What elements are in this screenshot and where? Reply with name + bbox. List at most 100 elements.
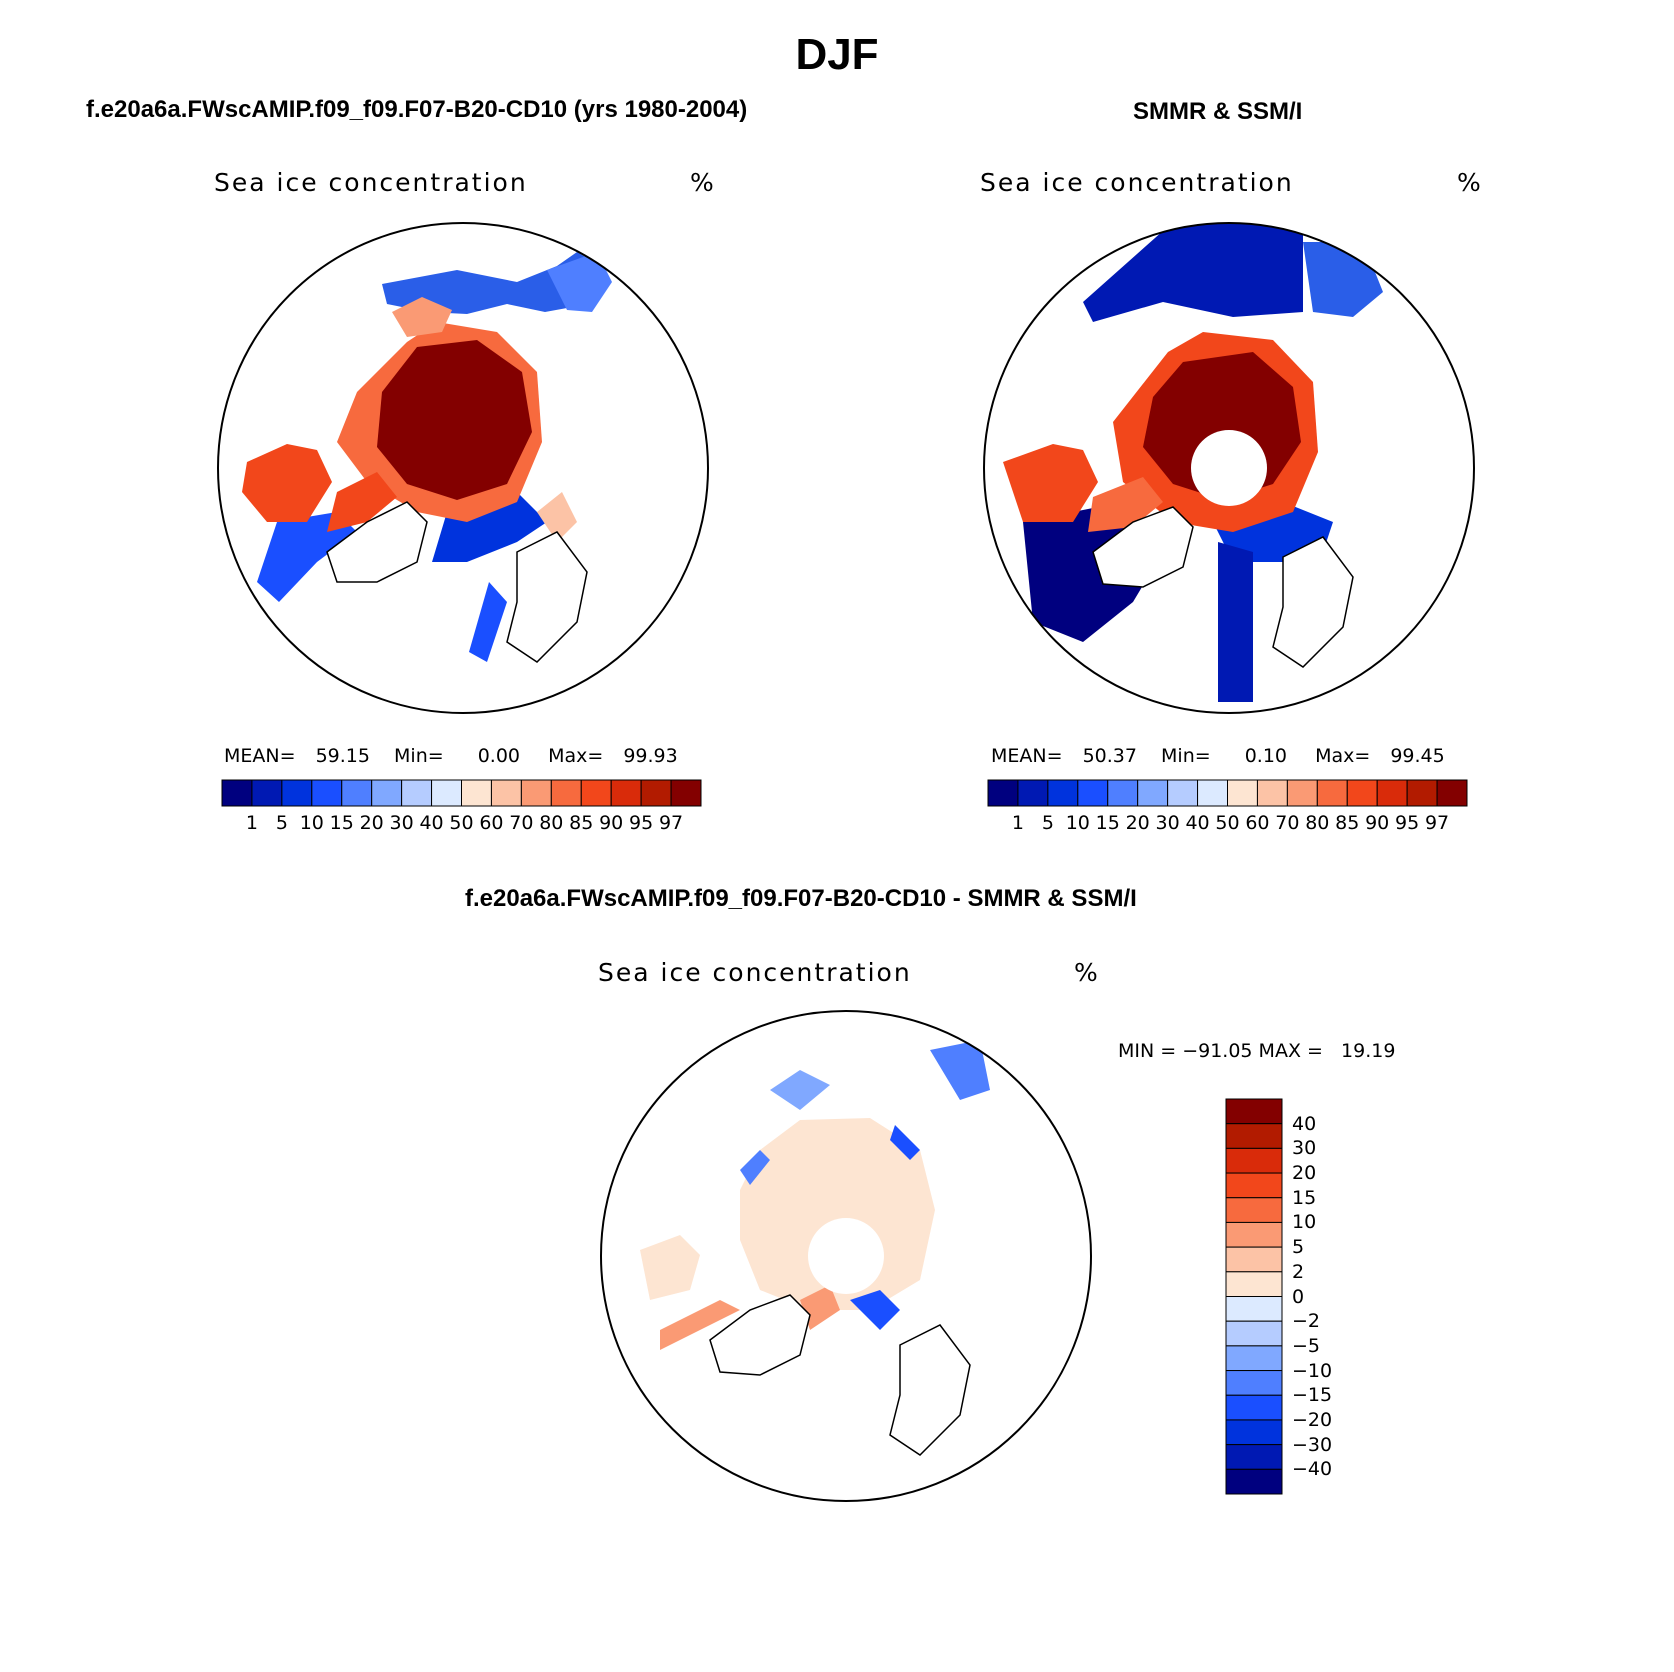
colorbar-swatch	[490, 779, 522, 807]
colorbar-swatch	[1436, 779, 1468, 807]
colorbar-tick-label: 10	[1065, 812, 1090, 834]
min-value: 0.10	[1244, 745, 1288, 767]
colorbar-swatch	[640, 779, 672, 807]
colorbar-swatch	[1286, 779, 1318, 807]
colorbar-labels-model: 1 5 10 15 20 30 40 50 60 70 80 85 90 95 97	[222, 812, 701, 836]
colorbar-tick-label: 10	[299, 812, 324, 834]
colorbar-tick-label: 2	[1292, 1260, 1305, 1283]
colorbar-swatch	[341, 779, 373, 807]
colorbar-swatch	[1225, 1147, 1283, 1174]
max-value: 99.45	[1390, 745, 1445, 767]
colorbar-tick-label: 40	[1185, 812, 1210, 834]
stats-model: MEAN= 59.15 Min= 0.00 Max= 99.93	[224, 745, 678, 767]
colorbar-tick-label: −10	[1292, 1359, 1333, 1382]
colorbar-tick-label: 5	[1292, 1236, 1305, 1259]
colorbar-swatch	[1225, 1246, 1283, 1273]
colorbar-tick-label: 97	[1424, 812, 1450, 834]
colorbar-tick-label: 50	[1215, 812, 1240, 834]
colorbar-swatch	[987, 779, 1019, 807]
colorbar-tick-label: 0	[1292, 1285, 1305, 1308]
colorbar-tick-label: −40	[1292, 1458, 1333, 1481]
colorbar-swatch	[1225, 1172, 1283, 1199]
polar-map-obs	[983, 222, 1475, 714]
colorbar-swatch	[1406, 779, 1438, 807]
variable-label-model: Sea ice concentration	[214, 168, 528, 197]
colorbar-tick-label: 30	[1292, 1137, 1317, 1160]
colorbar-obs	[987, 779, 1468, 807]
colorbar-swatch	[1225, 1444, 1283, 1470]
colorbar-tick-label: 20	[1125, 812, 1150, 834]
colorbar-swatch	[670, 779, 702, 807]
units-label-diff: %	[1074, 958, 1098, 987]
polar-map-model	[217, 222, 709, 714]
colorbar-swatch	[311, 779, 343, 807]
panel-title-diff: f.e20a6a.FWscAMIP.f09_f09.F07-B20-CD10 -…	[465, 885, 1137, 912]
colorbar-tick-label: 70	[509, 812, 534, 834]
colorbar-swatch	[1225, 1370, 1283, 1396]
colorbar-tick-label: −30	[1292, 1433, 1333, 1456]
colorbar-swatch	[1225, 1123, 1283, 1149]
colorbar-tick-label: 40	[1292, 1112, 1317, 1135]
mean-label: MEAN=	[991, 745, 1063, 767]
colorbar-diff	[1225, 1098, 1283, 1495]
colorbar-tick-label: −20	[1292, 1408, 1333, 1431]
colorbar-swatch	[1225, 1468, 1283, 1495]
colorbar-swatch	[1137, 779, 1169, 807]
colorbar-tick-label: 95	[629, 812, 654, 834]
mean-label: MEAN=	[224, 745, 296, 767]
colorbar-tick-label: 50	[449, 812, 474, 834]
colorbar-swatch	[251, 779, 283, 807]
colorbar-swatch	[1047, 779, 1079, 807]
colorbar-tick-label: 5	[1041, 812, 1054, 834]
colorbar-swatch	[1167, 779, 1199, 807]
colorbar-tick-label: 20	[1292, 1162, 1317, 1185]
colorbar-tick-label: 20	[359, 812, 384, 834]
colorbar-tick-label: −2	[1292, 1310, 1321, 1333]
colorbar-swatch	[1225, 1394, 1283, 1421]
colorbar-labels-diff: 40 30 20 15 10 5 2 0 −2 −5 −10 −15 −20 −30 −40	[1292, 1099, 1372, 1494]
colorbar-swatch	[1077, 779, 1109, 807]
colorbar-tick-label: 15	[1292, 1186, 1317, 1209]
colorbar-tick-label: 10	[1292, 1211, 1317, 1234]
colorbar-tick-label: 80	[539, 812, 564, 834]
stats-obs: MEAN= 50.37 Min= 0.10 Max= 99.45	[991, 745, 1445, 767]
colorbar-swatch	[1225, 1345, 1283, 1372]
colorbar-swatch	[1225, 1419, 1283, 1446]
colorbar-swatch	[1017, 779, 1049, 807]
colorbar-labels-obs: 1 5 10 15 20 30 40 50 60 70 80 85 90 95 97	[988, 812, 1467, 836]
colorbar-swatch	[1107, 779, 1139, 807]
colorbar-swatch	[1225, 1098, 1283, 1125]
max-label: Max=	[548, 745, 604, 767]
colorbar-swatch	[401, 779, 433, 807]
colorbar-swatch	[371, 779, 403, 807]
colorbar-tick-label: 70	[1275, 812, 1300, 834]
min-value: 0.00	[477, 745, 521, 767]
colorbar-tick-label: −15	[1292, 1384, 1333, 1407]
colorbar-swatch	[1225, 1197, 1283, 1223]
max-value: 99.93	[623, 745, 678, 767]
colorbar-tick-label: −5	[1292, 1334, 1321, 1357]
main-title: DJF	[795, 30, 879, 79]
colorbar-swatch	[461, 779, 492, 807]
colorbar-tick-label: 60	[479, 812, 504, 834]
colorbar-tick-label: 40	[419, 812, 444, 834]
variable-label-obs: Sea ice concentration	[980, 168, 1294, 197]
colorbar-tick-label: 90	[599, 812, 624, 834]
colorbar-tick-label: 30	[389, 812, 414, 834]
colorbar-swatch	[431, 779, 462, 807]
units-label-obs: %	[1457, 168, 1481, 197]
colorbar-swatch	[550, 779, 582, 807]
variable-label-diff: Sea ice concentration	[598, 958, 912, 987]
minmax-diff: MIN = −91.05 MAX = 19.19	[1118, 1040, 1396, 1062]
colorbar-tick-label: 95	[1395, 812, 1420, 834]
colorbar-swatch	[1227, 779, 1258, 807]
max-label: Max=	[1315, 745, 1371, 767]
colorbar-swatch	[1225, 1271, 1283, 1297]
colorbar-swatch	[1225, 1320, 1283, 1347]
colorbar-tick-label: 60	[1245, 812, 1270, 834]
colorbar-tick-label: 15	[1095, 812, 1120, 834]
polar-map-diff	[600, 1010, 1092, 1502]
colorbar-tick-label: 97	[658, 812, 684, 834]
colorbar-tick-label: 90	[1365, 812, 1390, 834]
colorbar-tick-label: 15	[329, 812, 354, 834]
